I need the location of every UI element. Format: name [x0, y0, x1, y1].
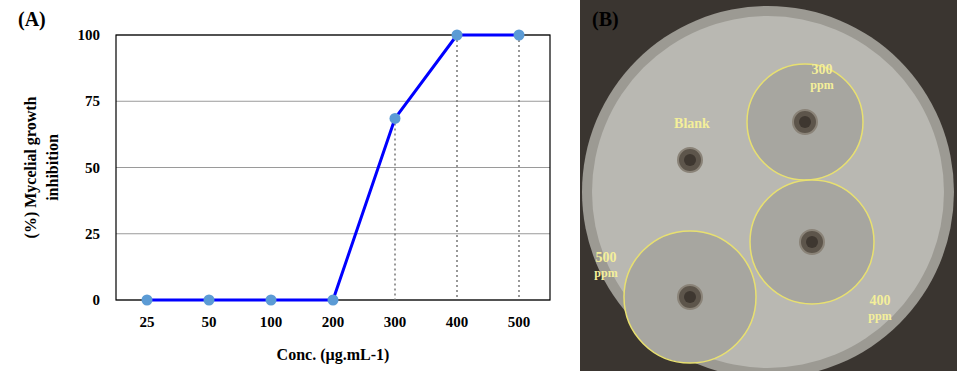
point [328, 295, 339, 306]
y-axis-label: (%) Mycelial growth [22, 96, 40, 238]
point [142, 295, 153, 306]
well-center [799, 116, 811, 128]
point [266, 295, 277, 306]
point [452, 30, 463, 41]
inhibition-zone [747, 64, 863, 180]
figure: (A) 0 25 50 75 100 25 50 100 200 300 400 500 Conc. (µ… [0, 0, 957, 371]
inhibition-zone [624, 231, 756, 363]
point [514, 30, 525, 41]
well-label: ppm [594, 266, 617, 280]
well-label: 500 [596, 250, 617, 265]
well-center [806, 236, 818, 248]
drop-line [394, 118, 396, 300]
drop-line [518, 35, 520, 300]
well [793, 110, 817, 134]
x-tick-label: 500 [508, 314, 531, 330]
y-tick-label: 75 [85, 93, 100, 109]
x-axis-label: Conc. (µg.mL-1) [277, 346, 390, 364]
x-tick-label: 400 [446, 314, 469, 330]
well-label: Blank [674, 116, 710, 131]
grid-line [116, 233, 550, 234]
well-center [684, 291, 696, 303]
well-label: 400 [870, 293, 891, 308]
y-tick-label: 0 [93, 292, 101, 308]
panel-label: (A) [18, 8, 46, 31]
x-tick-label: 50 [202, 314, 217, 330]
y-tick-label: 100 [78, 27, 101, 43]
point [390, 113, 401, 124]
dish-rim [582, 6, 954, 371]
well-label: ppm [810, 78, 833, 92]
x-tick-label: 200 [322, 314, 345, 330]
well-label: ppm [868, 309, 891, 323]
well [800, 230, 824, 254]
point [204, 295, 215, 306]
y-axis-label: inhibition [44, 134, 61, 201]
well [678, 148, 702, 172]
well [678, 285, 702, 309]
grid-line [116, 101, 550, 102]
panel-label: (B) [592, 8, 619, 31]
x-tick-label: 25 [140, 314, 155, 330]
well-label: 300 [812, 62, 833, 77]
well-center [684, 154, 696, 166]
plot-frame [116, 35, 550, 300]
grid-line [116, 167, 550, 168]
data-group [142, 30, 525, 306]
y-tick-label: 25 [85, 226, 100, 242]
drop-line [456, 35, 458, 300]
inhibition-zone [750, 180, 874, 304]
y-tick-label: 50 [85, 160, 100, 176]
dish-agar [592, 16, 944, 368]
series-line [147, 35, 519, 300]
x-tick-label: 100 [260, 314, 283, 330]
x-tick-label: 300 [384, 314, 407, 330]
